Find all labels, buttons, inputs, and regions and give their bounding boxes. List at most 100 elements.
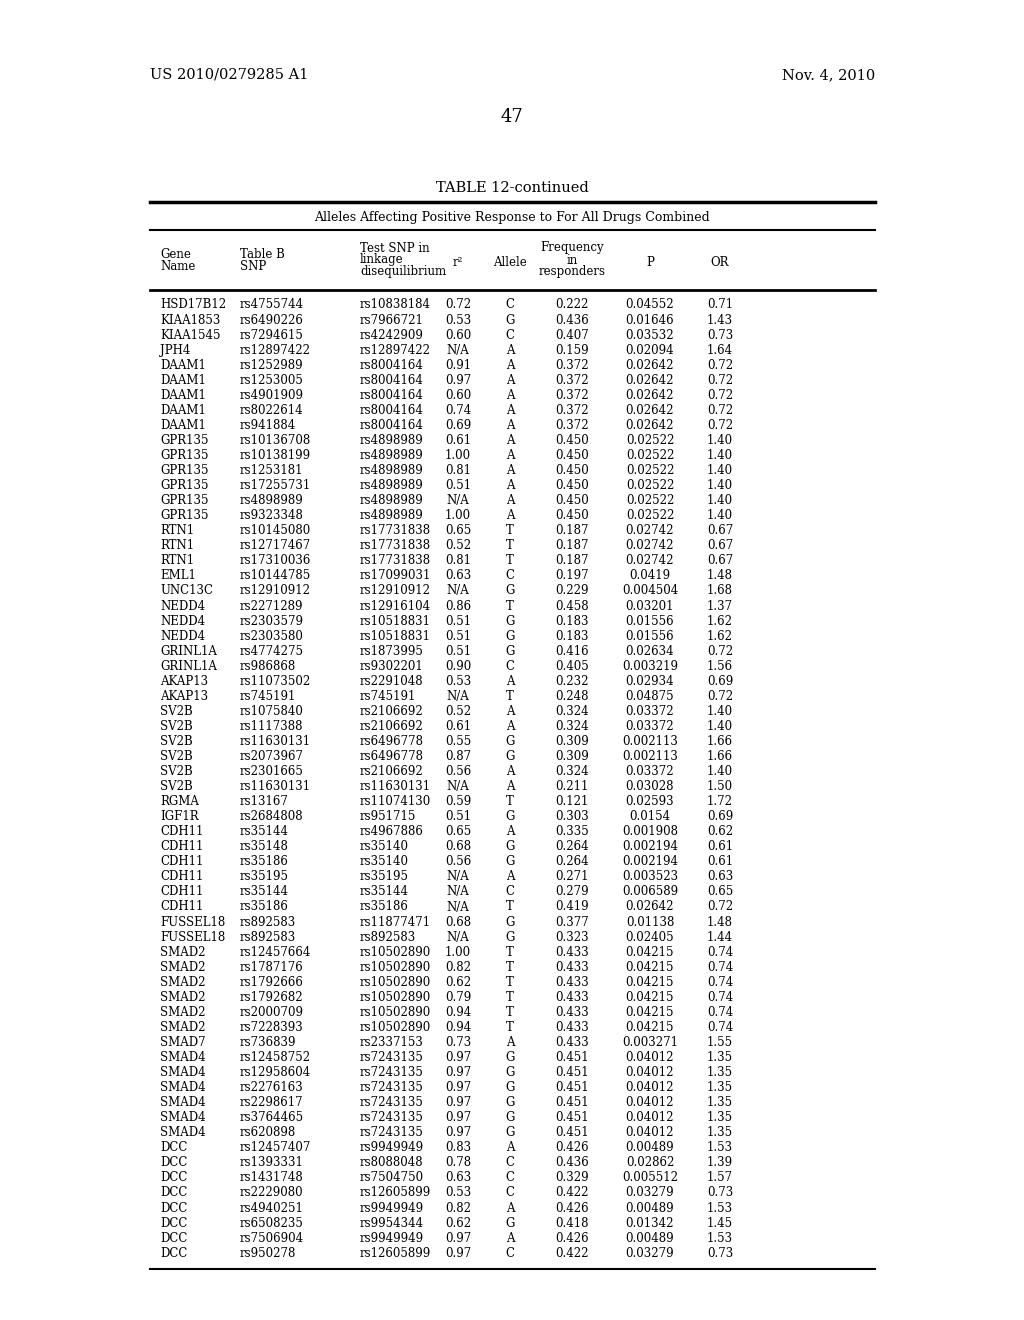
Text: rs3764465: rs3764465 (240, 1111, 304, 1125)
Text: 0.97: 0.97 (444, 1111, 471, 1125)
Text: 0.94: 0.94 (444, 1006, 471, 1019)
Text: T: T (506, 1020, 514, 1034)
Text: rs2271289: rs2271289 (240, 599, 303, 612)
Text: 0.56: 0.56 (444, 766, 471, 777)
Text: rs7506904: rs7506904 (240, 1232, 304, 1245)
Text: 1.40: 1.40 (707, 510, 733, 523)
Text: A: A (506, 449, 514, 462)
Text: CDH11: CDH11 (160, 900, 204, 913)
Text: 0.74: 0.74 (707, 961, 733, 974)
Text: DCC: DCC (160, 1232, 187, 1245)
Text: A: A (506, 404, 514, 417)
Text: rs7243135: rs7243135 (360, 1051, 424, 1064)
Text: 0.451: 0.451 (555, 1111, 589, 1125)
Text: 0.211: 0.211 (555, 780, 589, 793)
Text: C: C (506, 298, 514, 312)
Text: rs1431748: rs1431748 (240, 1171, 304, 1184)
Text: rs941884: rs941884 (240, 418, 296, 432)
Text: DCC: DCC (160, 1201, 187, 1214)
Text: rs17255731: rs17255731 (240, 479, 311, 492)
Text: rs745191: rs745191 (360, 690, 417, 702)
Text: 0.69: 0.69 (707, 810, 733, 824)
Text: 0.04012: 0.04012 (626, 1051, 674, 1064)
Text: A: A (506, 766, 514, 777)
Text: A: A (506, 1201, 514, 1214)
Text: 0.60: 0.60 (444, 389, 471, 401)
Text: 0.79: 0.79 (444, 991, 471, 1003)
Text: 0.377: 0.377 (555, 916, 589, 928)
Text: 0.03279: 0.03279 (626, 1246, 675, 1259)
Text: 0.78: 0.78 (445, 1156, 471, 1170)
Text: T: T (506, 991, 514, 1003)
Text: 0.81: 0.81 (445, 465, 471, 477)
Text: 0.82: 0.82 (445, 961, 471, 974)
Text: C: C (506, 1171, 514, 1184)
Text: rs7243135: rs7243135 (360, 1081, 424, 1094)
Text: rs12457664: rs12457664 (240, 945, 311, 958)
Text: 0.01556: 0.01556 (626, 630, 675, 643)
Text: 1.53: 1.53 (707, 1142, 733, 1154)
Text: T: T (506, 945, 514, 958)
Text: 1.66: 1.66 (707, 750, 733, 763)
Text: 0.02405: 0.02405 (626, 931, 675, 944)
Text: 0.183: 0.183 (555, 615, 589, 627)
Text: 0.72: 0.72 (707, 374, 733, 387)
Text: 0.004504: 0.004504 (622, 585, 678, 598)
Text: 0.002194: 0.002194 (622, 855, 678, 869)
Text: 0.04215: 0.04215 (626, 961, 674, 974)
Text: 0.222: 0.222 (555, 298, 589, 312)
Text: 0.72: 0.72 (707, 359, 733, 372)
Text: Nov. 4, 2010: Nov. 4, 2010 (781, 69, 874, 82)
Text: 0.02522: 0.02522 (626, 494, 674, 507)
Text: 1.64: 1.64 (707, 343, 733, 356)
Text: 0.04012: 0.04012 (626, 1126, 674, 1139)
Text: FUSSEL18: FUSSEL18 (160, 916, 225, 928)
Text: SMAD4: SMAD4 (160, 1126, 206, 1139)
Text: 0.450: 0.450 (555, 510, 589, 523)
Text: rs2106692: rs2106692 (360, 766, 424, 777)
Text: FUSSEL18: FUSSEL18 (160, 931, 225, 944)
Text: 1.55: 1.55 (707, 1036, 733, 1049)
Text: rs8004164: rs8004164 (360, 404, 424, 417)
Text: 0.02642: 0.02642 (626, 374, 674, 387)
Text: rs1253181: rs1253181 (240, 465, 303, 477)
Text: responders: responders (539, 265, 605, 279)
Text: SMAD4: SMAD4 (160, 1111, 206, 1125)
Text: 1.66: 1.66 (707, 735, 733, 748)
Text: 0.187: 0.187 (555, 554, 589, 568)
Text: SV2B: SV2B (160, 766, 193, 777)
Text: G: G (505, 841, 515, 853)
Text: rs11074130: rs11074130 (360, 795, 431, 808)
Text: rs9954344: rs9954344 (360, 1217, 424, 1229)
Text: G: G (505, 585, 515, 598)
Text: HSD17B12: HSD17B12 (160, 298, 226, 312)
Text: C: C (506, 1156, 514, 1170)
Text: 0.68: 0.68 (445, 916, 471, 928)
Text: N/A: N/A (446, 343, 469, 356)
Text: 0.03372: 0.03372 (626, 766, 675, 777)
Text: 0.65: 0.65 (444, 524, 471, 537)
Text: rs1075840: rs1075840 (240, 705, 304, 718)
Text: rs13167: rs13167 (240, 795, 289, 808)
Text: 0.59: 0.59 (444, 795, 471, 808)
Text: 0.002113: 0.002113 (622, 735, 678, 748)
Text: 0.74: 0.74 (707, 1020, 733, 1034)
Text: rs12910912: rs12910912 (360, 585, 431, 598)
Text: rs8004164: rs8004164 (360, 359, 424, 372)
Text: CDH11: CDH11 (160, 855, 204, 869)
Text: rs1787176: rs1787176 (240, 961, 304, 974)
Text: 0.372: 0.372 (555, 359, 589, 372)
Text: G: G (505, 1051, 515, 1064)
Text: 0.02742: 0.02742 (626, 554, 674, 568)
Text: C: C (506, 886, 514, 899)
Text: rs8022614: rs8022614 (240, 404, 304, 417)
Text: rs12458752: rs12458752 (240, 1051, 311, 1064)
Text: G: G (505, 1111, 515, 1125)
Text: 1.53: 1.53 (707, 1232, 733, 1245)
Text: NEDD4: NEDD4 (160, 615, 205, 627)
Text: disequilibrium: disequilibrium (360, 265, 446, 279)
Text: RTN1: RTN1 (160, 554, 195, 568)
Text: Frequency: Frequency (541, 242, 604, 255)
Text: 47: 47 (501, 108, 523, 125)
Text: rs4940251: rs4940251 (240, 1201, 304, 1214)
